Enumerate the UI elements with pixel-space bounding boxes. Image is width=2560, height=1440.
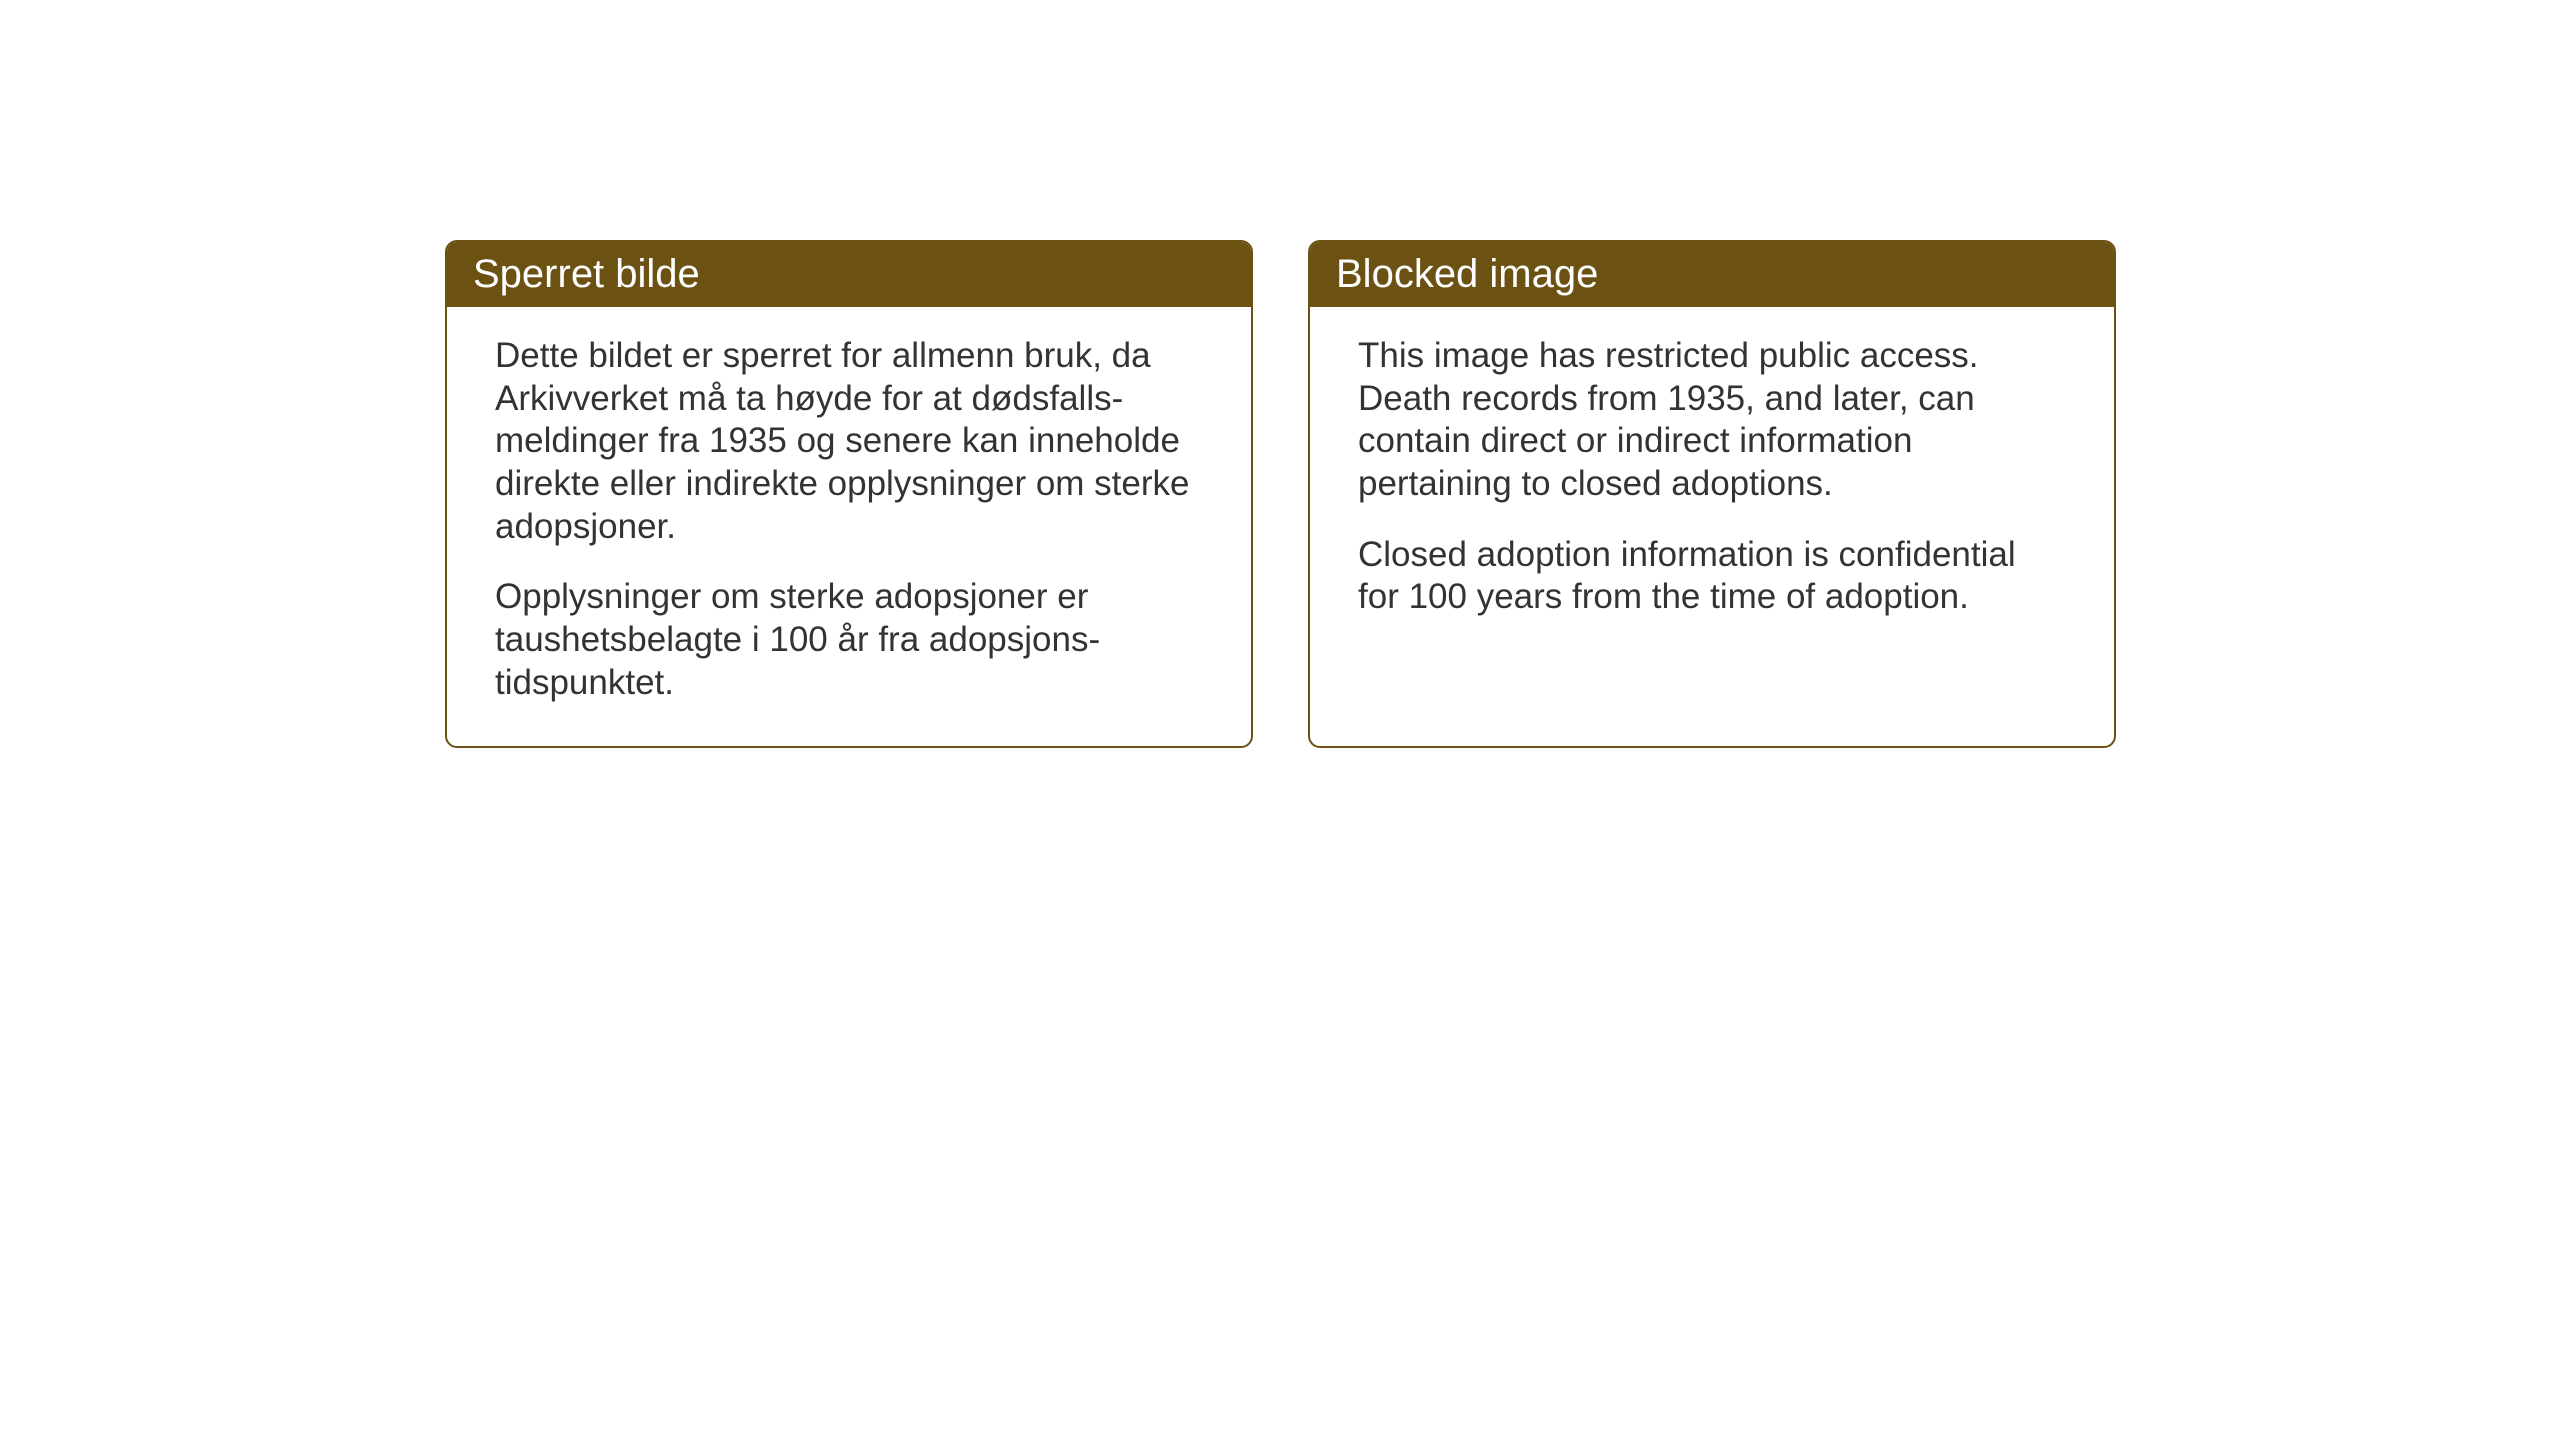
paragraph-2-english: Closed adoption information is confident… bbox=[1358, 534, 2066, 619]
notice-container: Sperret bilde Dette bildet er sperret fo… bbox=[445, 240, 2116, 748]
paragraph-1-english: This image has restricted public access.… bbox=[1358, 335, 2066, 506]
card-title-norwegian: Sperret bilde bbox=[473, 252, 700, 296]
card-header-english: Blocked image bbox=[1310, 242, 2114, 307]
card-body-norwegian: Dette bildet er sperret for allmenn bruk… bbox=[447, 307, 1251, 743]
card-body-english: This image has restricted public access.… bbox=[1310, 307, 2114, 657]
notice-card-english: Blocked image This image has restricted … bbox=[1308, 240, 2116, 748]
card-header-norwegian: Sperret bilde bbox=[447, 242, 1251, 307]
paragraph-1-norwegian: Dette bildet er sperret for allmenn bruk… bbox=[495, 335, 1203, 548]
notice-card-norwegian: Sperret bilde Dette bildet er sperret fo… bbox=[445, 240, 1253, 748]
card-title-english: Blocked image bbox=[1336, 252, 1598, 296]
paragraph-2-norwegian: Opplysninger om sterke adopsjoner er tau… bbox=[495, 576, 1203, 704]
